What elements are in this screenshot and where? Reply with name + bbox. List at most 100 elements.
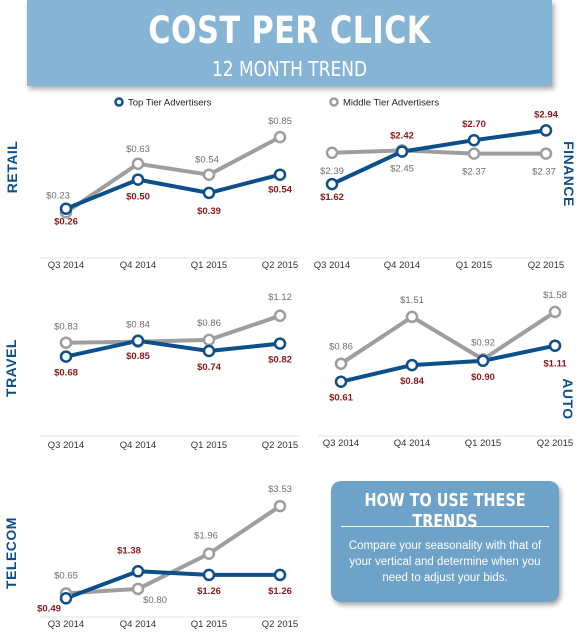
telecom-middle-point	[131, 582, 145, 596]
telecom-top-point	[59, 592, 73, 605]
legend-label-middle: Middle Tier Advertisers	[343, 98, 439, 109]
telecom-title: TELECOM	[3, 517, 19, 589]
retail-middle-value-label: $0.23	[46, 190, 70, 201]
legend-marker-middle	[329, 97, 339, 107]
auto-middle-value-label: $0.92	[471, 337, 495, 348]
travel-x-tick: Q2 2015	[262, 440, 298, 451]
travel-middle-value-label: $0.86	[197, 318, 221, 329]
travel-middle-point	[59, 336, 73, 349]
finance-middle-point	[539, 147, 553, 160]
telecom-top-point	[131, 565, 145, 578]
travel-title: TRAVEL	[3, 339, 19, 397]
auto-top-point	[548, 339, 562, 352]
retail-top-line	[64, 172, 282, 211]
auto-x-tick: Q3 2014	[323, 438, 359, 449]
retail-middle-line	[64, 135, 282, 215]
finance-x-tick: Q4 2014	[384, 260, 420, 271]
retail-top-point	[59, 202, 73, 215]
retail-top-point	[273, 168, 287, 181]
travel-top-point	[59, 350, 73, 363]
travel-x-tick: Q4 2014	[120, 440, 156, 451]
telecom-middle-point	[273, 499, 287, 513]
retail-top-value-label: $0.26	[54, 217, 78, 228]
travel-middle-line	[64, 313, 282, 345]
travel-middle-point	[202, 333, 216, 347]
auto-middle-value-label: $1.58	[543, 290, 567, 301]
auto-top-point	[476, 354, 490, 368]
travel-top-point	[273, 337, 287, 350]
auto-middle-point	[334, 357, 348, 370]
finance-top-point	[467, 133, 481, 147]
finance-top-point	[325, 177, 339, 191]
travel-top-point	[202, 344, 216, 358]
telecom-middle-point	[202, 547, 216, 560]
telecom-top-line	[64, 569, 282, 601]
finance-top-value-label: $1.62	[320, 192, 344, 203]
auto-middle-value-label: $1.51	[400, 295, 424, 306]
auto-top-point	[405, 358, 419, 372]
page-subtitle: 12 MONTH TREND	[211, 57, 368, 81]
retail-x-tick: Q2 2015	[262, 260, 298, 271]
telecom-middle-value-label: $3.53	[268, 484, 292, 495]
travel-top-value-label: $0.85	[126, 351, 150, 362]
travel-x-tick: Q1 2015	[191, 440, 227, 451]
telecom-top-value-label: $1.38	[117, 545, 141, 556]
legend-label-top: Top Tier Advertisers	[128, 98, 212, 109]
finance-x-tick: Q2 2015	[528, 260, 564, 271]
finance-x-tick: Q3 2014	[314, 260, 350, 271]
travel-middle-point	[273, 309, 287, 323]
retail-middle-point	[202, 168, 216, 181]
finance-top-line	[330, 128, 548, 187]
telecom-top-value-label: $1.26	[197, 586, 221, 597]
auto-middle-point	[548, 305, 562, 319]
retail-top-point	[131, 173, 145, 186]
finance-middle-value-label: $2.45	[390, 163, 414, 174]
retail-top-value-label: $0.54	[268, 185, 292, 196]
finance-middle-value-label: $2.37	[532, 167, 556, 178]
retail-title: RETAIL	[4, 141, 20, 194]
travel-top-point	[131, 334, 145, 348]
finance-top-point	[539, 124, 553, 137]
finance-top-value-label: $2.70	[462, 119, 486, 130]
finance-middle-point	[325, 146, 339, 160]
travel-top-value-label: $0.82	[268, 355, 292, 366]
auto-top-value-label: $0.84	[400, 376, 424, 387]
travel-middle-value-label: $0.83	[54, 322, 78, 333]
finance-middle-value-label: $2.37	[462, 167, 486, 178]
travel-x-tick: Q3 2014	[48, 440, 84, 451]
auto-middle-value-label: $0.86	[329, 342, 353, 353]
retail-top-point	[202, 186, 216, 200]
retail-middle-value-label: $0.85	[268, 116, 292, 127]
finance-title: FINANCE	[561, 141, 576, 207]
tips-body: Compare your seasonality with that of yo…	[348, 540, 542, 584]
telecom-middle-line	[64, 504, 282, 596]
retail-top-value-label: $0.50	[126, 192, 150, 203]
finance-top-value-label: $2.94	[534, 109, 558, 120]
travel-middle-value-label: $0.84	[126, 320, 150, 331]
retail-middle-value-label: $0.54	[195, 155, 219, 166]
telecom-top-point	[273, 568, 287, 582]
auto-top-value-label: $0.61	[329, 393, 353, 404]
retail-x-tick: Q3 2014	[48, 260, 84, 271]
retail-middle-point	[131, 157, 145, 171]
finance-x-tick: Q1 2015	[456, 260, 492, 271]
auto-x-tick: Q1 2015	[465, 438, 501, 449]
telecom-middle-value-label: $1.96	[194, 531, 218, 542]
auto-top-point	[334, 375, 348, 388]
travel-top-line	[64, 338, 282, 359]
telecom-middle-value-label: $0.65	[54, 570, 78, 581]
auto-title: AUTO	[560, 378, 576, 419]
retail-middle-point	[273, 130, 287, 144]
auto-top-value-label: $1.11	[543, 359, 567, 370]
travel-middle-value-label: $1.12	[268, 292, 292, 303]
auto-middle-point	[405, 310, 419, 324]
travel-top-value-label: $0.68	[54, 368, 78, 379]
auto-x-tick: Q4 2014	[394, 438, 430, 449]
finance-top-point	[395, 145, 409, 158]
telecom-top-point	[202, 568, 216, 582]
telecom-top-value-label: $0.49	[37, 603, 61, 614]
retail-x-tick: Q1 2015	[191, 260, 227, 271]
auto-x-tick: Q2 2015	[537, 438, 573, 449]
telecom-top-value-label: $1.26	[268, 586, 292, 597]
